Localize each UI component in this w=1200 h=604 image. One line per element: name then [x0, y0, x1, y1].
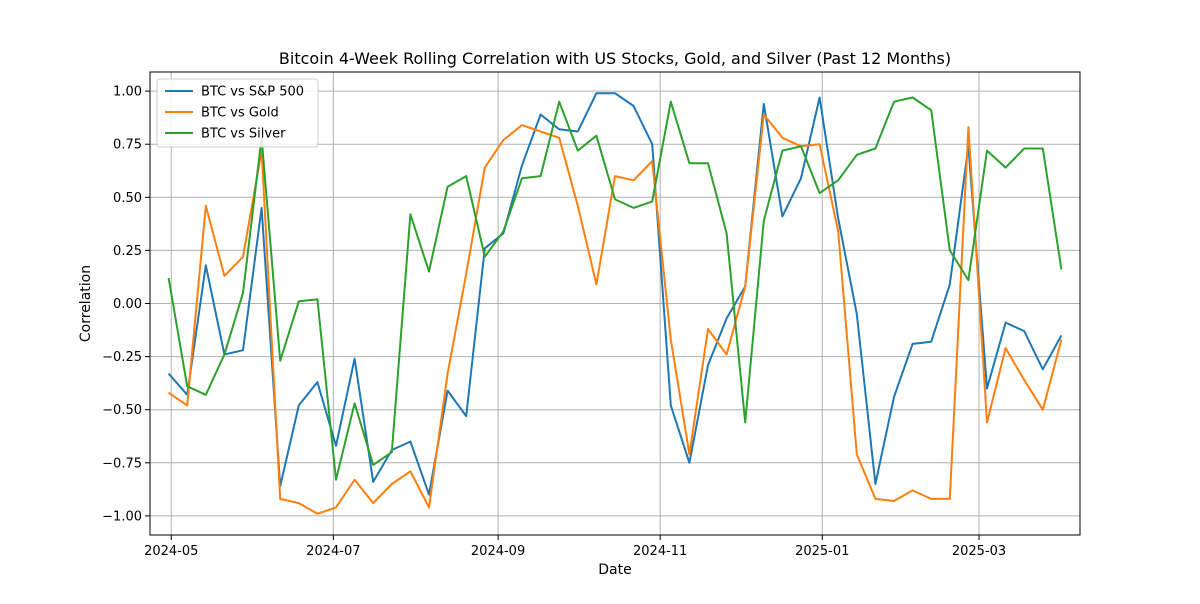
series-line-2 [167, 96, 1063, 481]
y-tick-label: −0.50 [102, 403, 142, 418]
series-line-1 [168, 113, 1063, 515]
y-tick-label: 0.25 [113, 244, 142, 259]
legend-label-2: BTC vs Silver [201, 127, 286, 142]
y-axis-ticks: −1.00 −0.75 −0.50 −0.25 0.00 0.25 0.50 0.75 1.00 [102, 85, 150, 524]
x-tick-label: 2025-01 [795, 544, 849, 559]
series-line-0 [167, 92, 1063, 496]
x-axis-ticks: 2024-05 2024-07 2024-09 2024-11 2025-01 2025-… [144, 535, 1006, 559]
y-tick-label: −0.75 [102, 456, 142, 471]
y-axis-label: Correlation [78, 265, 94, 342]
y-tick-label: −1.00 [102, 509, 142, 524]
y-tick-label: 0.50 [113, 191, 142, 206]
y-tick-label: 0.00 [113, 297, 142, 312]
x-axis-label: Date [598, 562, 631, 578]
legend-label-1: BTC vs Gold [201, 106, 279, 121]
x-tick-label: 2025-03 [952, 544, 1006, 559]
legend-box [156, 78, 319, 148]
y-tick-label: 0.75 [113, 138, 142, 153]
chart-title: Bitcoin 4-Week Rolling Correlation with … [279, 49, 951, 68]
series-lines [167, 92, 1063, 515]
legend: BTC vs S&P 500 BTC vs Gold BTC vs Silver [156, 78, 319, 148]
legend-label-0: BTC vs S&P 500 [201, 85, 304, 100]
y-tick-label: −0.25 [102, 350, 142, 365]
x-tick-label: 2024-09 [471, 544, 525, 559]
x-tick-label: 2024-11 [633, 544, 687, 559]
x-tick-label: 2024-05 [144, 544, 198, 559]
x-tick-label: 2024-07 [306, 544, 360, 559]
y-tick-label: 1.00 [113, 85, 142, 100]
